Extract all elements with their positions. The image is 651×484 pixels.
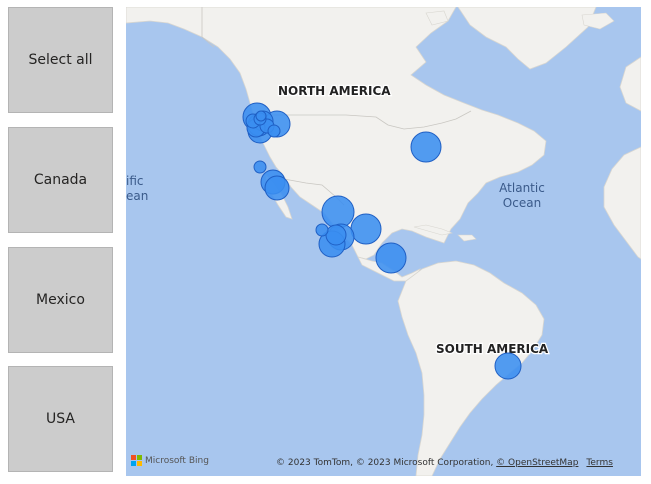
- africa-edge: [603, 146, 641, 260]
- bubble-marker[interactable]: [410, 131, 442, 163]
- microsoft-logo-icon: [131, 455, 142, 466]
- map-canvas[interactable]: NORTH AMERICA SOUTH AMERICA Atlantic Oce…: [126, 7, 641, 476]
- map-label-atlantic: Atlantic: [499, 181, 545, 195]
- hispaniola: [457, 234, 477, 242]
- bing-logo: Microsoft Bing: [131, 455, 209, 466]
- bubble-marker[interactable]: [315, 223, 329, 237]
- bubble-marker[interactable]: [253, 160, 267, 174]
- bubble-layer[interactable]: [242, 102, 522, 380]
- map-attribution: © 2023 TomTom, © 2023 Microsoft Corporat…: [276, 458, 613, 468]
- slicer-option-usa[interactable]: USA: [8, 366, 113, 472]
- bing-label: Microsoft Bing: [145, 455, 209, 466]
- bubble-marker[interactable]: [375, 242, 407, 274]
- map-label-south-america: SOUTH AMERICA: [436, 342, 549, 356]
- bubble-map[interactable]: NORTH AMERICA SOUTH AMERICA Atlantic Oce…: [126, 7, 641, 476]
- slicer-option-label: Canada: [33, 172, 88, 188]
- bubble-marker[interactable]: [321, 195, 355, 229]
- slicer-option-label: USA: [46, 411, 75, 427]
- arctic-island-1: [581, 12, 615, 30]
- slicer-option-mexico[interactable]: Mexico: [8, 247, 113, 353]
- map-label-pacific: ific: [126, 174, 144, 188]
- bubble-marker[interactable]: [350, 213, 382, 245]
- south-america-landmass: [397, 260, 545, 476]
- terms-link[interactable]: Terms: [586, 458, 613, 468]
- slicer-option-label: Select all: [28, 52, 93, 68]
- map-label-pacific-ocean: ean: [126, 189, 148, 203]
- alaska-border: [201, 7, 215, 48]
- europe-edge: [619, 56, 641, 112]
- cuba: [413, 224, 454, 236]
- slicer-option-label: Mexico: [36, 292, 85, 308]
- map-label-north-america: NORTH AMERICA: [278, 84, 391, 98]
- bubble-marker[interactable]: [267, 124, 281, 138]
- bubble-marker[interactable]: [494, 352, 522, 380]
- bubble-marker[interactable]: [264, 175, 290, 201]
- bubble-marker[interactable]: [325, 224, 347, 246]
- arctic-island-2: [425, 10, 449, 26]
- slicer-option-select-all[interactable]: Select all: [8, 7, 113, 113]
- north-america-landmass: [126, 7, 547, 260]
- map-label-atlantic-ocean: Ocean: [503, 196, 541, 210]
- canada-us-border: [256, 110, 472, 130]
- slicer-option-canada[interactable]: Canada: [8, 127, 113, 233]
- attribution-text: © 2023 TomTom, © 2023 Microsoft Corporat…: [276, 458, 497, 468]
- openstreetmap-link[interactable]: © OpenStreetMap: [496, 458, 579, 468]
- bubble-marker[interactable]: [255, 110, 267, 122]
